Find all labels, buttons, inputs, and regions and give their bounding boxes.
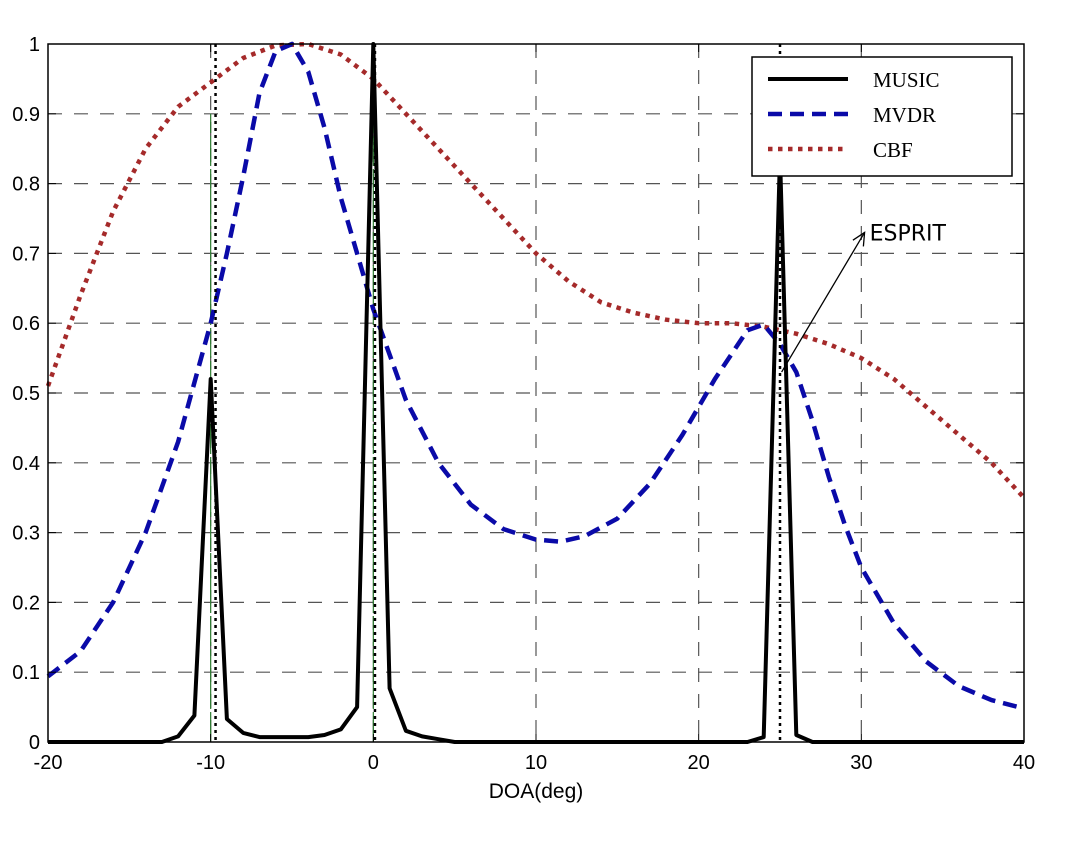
y-tick-label: 0.2 xyxy=(12,592,40,614)
annotation-label-esprit: ESPRIT xyxy=(870,221,947,246)
legend-box xyxy=(751,56,1013,177)
legend-label-music: MUSIC xyxy=(873,68,940,92)
y-tick-label: 0.3 xyxy=(12,523,40,545)
x-axis-label: DOA(deg) xyxy=(489,780,584,803)
series xyxy=(45,41,1026,744)
x-tick-label: 0 xyxy=(368,752,379,774)
ticks: -20 -10 0 10 20 30 40 0 0.1 0.2 0.3 0.4 0.5 0.6 0.7 0.8… xyxy=(12,34,1035,774)
annotation-arrow-line xyxy=(781,232,866,373)
y-tick-label: 0.5 xyxy=(12,383,40,405)
series-line-music xyxy=(48,42,1024,744)
y-tick-label: 0.9 xyxy=(12,104,40,126)
x-tick-label: -10 xyxy=(196,752,225,774)
y-tick-label: 0.8 xyxy=(12,174,40,196)
annotations: ESPRIT xyxy=(781,221,947,373)
y-tick-label: 0.7 xyxy=(12,243,40,265)
x-tick-label: 10 xyxy=(525,752,547,774)
legend-label-cbf: CBF xyxy=(873,138,913,162)
y-tick-label: 0.6 xyxy=(12,313,40,335)
series-line-cbf xyxy=(45,41,1026,500)
series-line-mvdr xyxy=(46,41,1025,711)
x-tick-label: 30 xyxy=(850,752,872,774)
x-tick-label: -20 xyxy=(34,752,63,774)
x-tick-label: 40 xyxy=(1013,752,1035,774)
y-tick-label: 1 xyxy=(29,34,40,56)
y-tick-label: 0 xyxy=(29,732,40,754)
legend-label-mvdr: MVDR xyxy=(873,103,936,127)
reference-lines xyxy=(210,113,374,742)
annotation-arrow-head xyxy=(852,231,866,247)
legend: MUSIC MVDR CBF xyxy=(751,56,1013,177)
y-tick-label: 0.1 xyxy=(12,662,40,684)
y-tick-label: 0.4 xyxy=(12,453,40,475)
x-tick-label: 20 xyxy=(688,752,710,774)
